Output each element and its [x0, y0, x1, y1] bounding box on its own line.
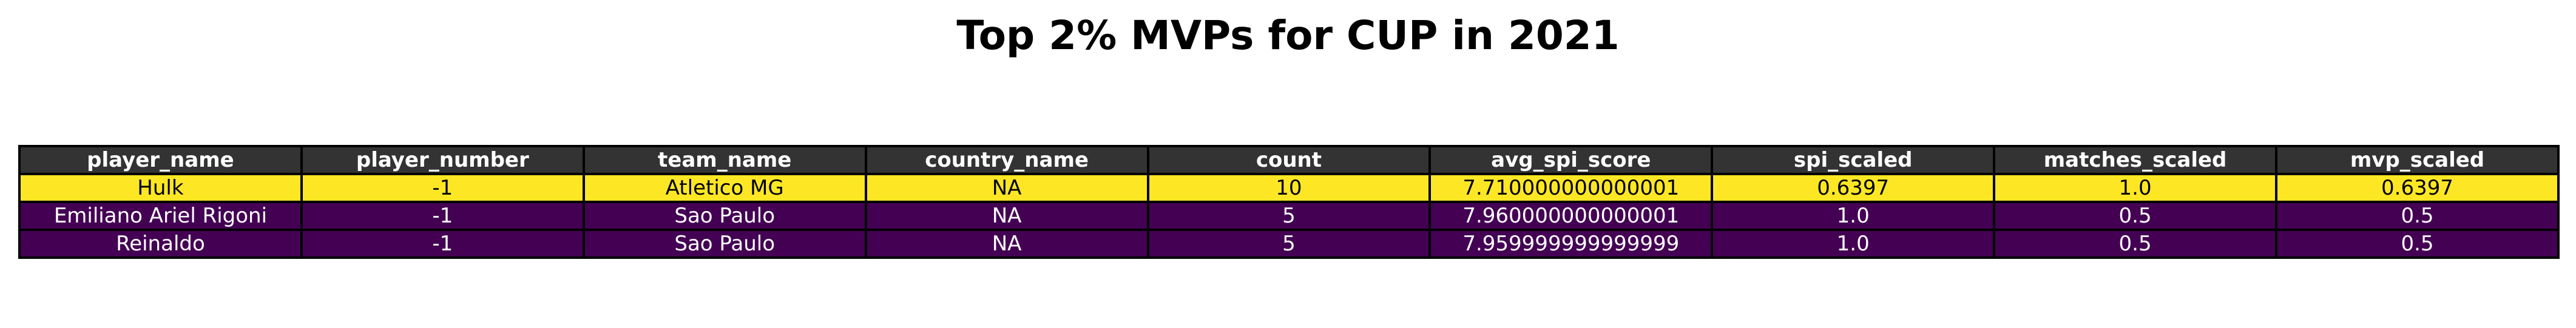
cell-team-name: Sao Paulo — [582, 201, 867, 231]
cell-player-name: Emiliano Ariel Rigoni — [18, 201, 303, 231]
cell-player-name: Reinaldo — [18, 229, 303, 259]
cell-matches-scaled: 0.5 — [1993, 229, 2277, 259]
cell-country-name: NA — [864, 229, 1149, 259]
cell-count: 5 — [1146, 229, 1432, 259]
column-header-country-name: country_name — [864, 145, 1149, 175]
column-header-team-name: team_name — [582, 145, 867, 175]
mvp-table-container: player_name player_number team_name country… — [18, 145, 2560, 259]
cell-team-name: Atletico MG — [582, 173, 867, 203]
cell-count: 10 — [1146, 173, 1432, 203]
cell-player-number: -1 — [300, 173, 585, 203]
cell-matches-scaled: 0.5 — [1993, 201, 2277, 231]
column-header-player-name: player_name — [18, 145, 303, 175]
cell-avg-spi-score: 7.959999999999999 — [1428, 229, 1714, 259]
cell-mvp-scaled: 0.6397 — [2275, 173, 2560, 203]
cell-player-name: Hulk — [18, 173, 303, 203]
cell-count: 5 — [1146, 201, 1432, 231]
cell-team-name: Sao Paulo — [582, 229, 867, 259]
column-header-spi-scaled: spi_scaled — [1711, 145, 1996, 175]
cell-mvp-scaled: 0.5 — [2275, 229, 2560, 259]
cell-mvp-scaled: 0.5 — [2275, 201, 2560, 231]
cell-country-name: NA — [864, 173, 1149, 203]
chart-title: Top 2% MVPs for CUP in 2021 — [956, 12, 1620, 59]
cell-country-name: NA — [864, 201, 1149, 231]
table-row: Reinaldo -1 Sao Paulo NA 5 7.959999999999999 1… — [18, 229, 2560, 259]
column-header-matches-scaled: matches_scaled — [1993, 145, 2277, 175]
cell-matches-scaled: 1.0 — [1993, 173, 2277, 203]
column-header-mvp-scaled: mvp_scaled — [2275, 145, 2560, 175]
cell-spi-scaled: 1.0 — [1711, 201, 1996, 231]
cell-player-number: -1 — [300, 201, 585, 231]
cell-spi-scaled: 1.0 — [1711, 229, 1996, 259]
column-header-count: count — [1146, 145, 1432, 175]
column-header-player-number: player_number — [300, 145, 585, 175]
mvp-table: player_name player_number team_name country… — [18, 145, 2560, 259]
cell-player-number: -1 — [300, 229, 585, 259]
cell-avg-spi-score: 7.960000000000001 — [1428, 201, 1714, 231]
table-body: Hulk -1 Atletico MG NA 10 7.710000000000001 0.… — [18, 173, 2560, 259]
column-header-avg-spi-score: avg_spi_score — [1428, 145, 1714, 175]
table-row: Emiliano Ariel Rigoni -1 Sao Paulo NA 5 7.960… — [18, 201, 2560, 231]
cell-avg-spi-score: 7.710000000000001 — [1428, 173, 1714, 203]
table-row: Hulk -1 Atletico MG NA 10 7.710000000000001 0.… — [18, 173, 2560, 203]
table-header-row: player_name player_number team_name country… — [18, 145, 2560, 175]
cell-spi-scaled: 0.6397 — [1711, 173, 1996, 203]
